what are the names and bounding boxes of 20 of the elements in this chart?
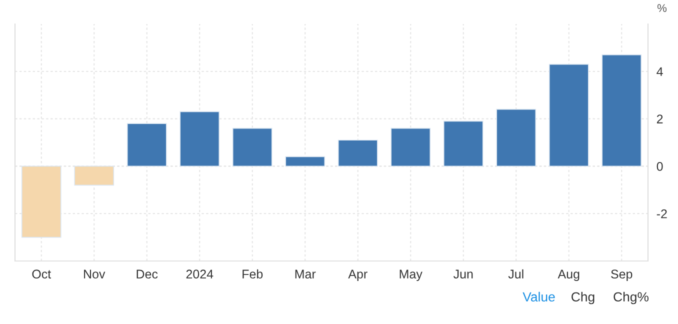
x-tick-label: Apr xyxy=(348,270,368,281)
y-axis-title: % xyxy=(657,4,667,12)
x-tick-label: Mar xyxy=(295,270,316,279)
x-tick-label: Jul xyxy=(508,269,524,279)
x-tick-label: 2024 xyxy=(186,270,214,279)
x-tick-label: Feb xyxy=(242,269,263,279)
y-tick-label: -2 xyxy=(656,209,667,218)
x-tick-label: Oct xyxy=(32,270,52,279)
text: Value xyxy=(522,292,555,302)
text: Chg xyxy=(572,292,594,304)
x-tick-label: Nov xyxy=(84,270,106,279)
y-tick-label: 2 xyxy=(656,114,663,124)
x-tick-label: Aug xyxy=(558,270,580,281)
text: Chg% xyxy=(614,292,648,304)
x-tick-label: Sep xyxy=(611,270,632,281)
x-tick-label: Dec xyxy=(136,270,158,279)
y-tick-label: 0 xyxy=(656,162,663,171)
y-tick-label: 4 xyxy=(656,67,663,76)
x-tick-label: May xyxy=(400,270,422,281)
x-tick-label: Jun xyxy=(453,270,473,279)
